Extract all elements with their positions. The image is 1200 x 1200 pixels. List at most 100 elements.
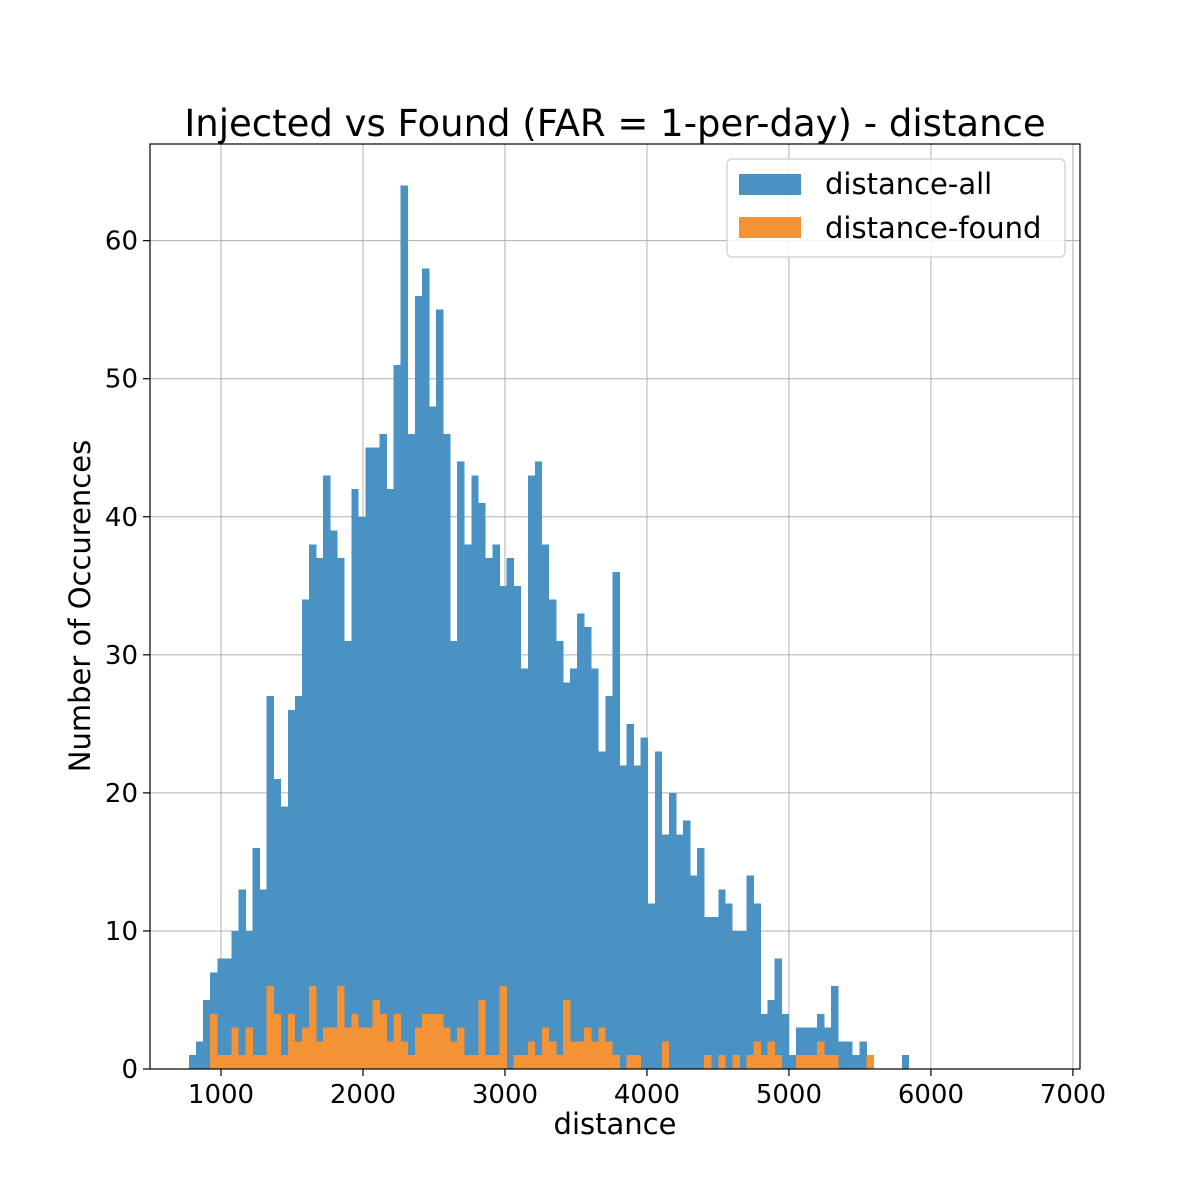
bar-distance-all bbox=[238, 889, 246, 1069]
bar-distance-all bbox=[591, 668, 599, 1069]
bar-distance-found bbox=[485, 1055, 493, 1069]
bar-distance-all bbox=[732, 930, 740, 1069]
bar-distance-found bbox=[238, 1055, 246, 1069]
bar-distance-all bbox=[231, 930, 239, 1069]
bar-distance-all bbox=[534, 461, 543, 1069]
bar-distance-all bbox=[393, 364, 402, 1069]
bar-distance-found bbox=[344, 1027, 352, 1069]
bar-distance-found bbox=[760, 1055, 768, 1069]
bar-distance-all bbox=[365, 447, 373, 1070]
bar-distance-all bbox=[301, 599, 310, 1069]
bar-distance-all bbox=[337, 558, 345, 1069]
bar-distance-all bbox=[598, 751, 606, 1069]
bar-distance-found bbox=[520, 1055, 529, 1069]
bar-distance-all bbox=[711, 917, 719, 1069]
bar-distance-all bbox=[252, 848, 260, 1069]
bar-distance-all bbox=[520, 668, 529, 1069]
bar-distance-all bbox=[802, 1027, 811, 1069]
bar-distance-found bbox=[301, 1027, 310, 1069]
bar-distance-all bbox=[563, 682, 571, 1069]
bar-distance-found bbox=[527, 1041, 536, 1069]
bar-distance-all bbox=[309, 544, 317, 1069]
bar-distance-found bbox=[534, 1055, 543, 1069]
bar-distance-all bbox=[323, 475, 331, 1070]
bar-distance-all bbox=[344, 641, 352, 1069]
bar-distance-found bbox=[478, 999, 486, 1069]
bar-distance-all bbox=[189, 1055, 197, 1069]
bar-distance-found bbox=[252, 1055, 260, 1069]
bar-distance-all bbox=[492, 544, 500, 1069]
bar-distance-all bbox=[774, 958, 783, 1069]
bar-distance-found bbox=[323, 1027, 331, 1069]
y-tick-label: 0 bbox=[121, 1055, 138, 1085]
y-axis-label: Number of Occurences bbox=[63, 440, 97, 772]
bar-distance-all bbox=[555, 641, 564, 1069]
bar-distance-found bbox=[704, 1055, 712, 1069]
bar-distance-found bbox=[577, 1041, 585, 1069]
bar-distance-found bbox=[231, 1027, 239, 1069]
bar-distance-found bbox=[400, 1041, 409, 1069]
bar-distance-all bbox=[725, 903, 733, 1069]
x-axis: 1000 2000 3000 4000 5000 6000 7000 bbox=[188, 1069, 1106, 1110]
bar-distance-all bbox=[485, 558, 493, 1069]
bar-distance-found bbox=[591, 1041, 599, 1069]
series-distance-all bbox=[189, 185, 910, 1070]
bar-distance-all bbox=[831, 986, 839, 1069]
bar-distance-found bbox=[817, 1041, 825, 1069]
x-tick-label: 7000 bbox=[1040, 1080, 1106, 1110]
bar-distance-found bbox=[351, 1013, 359, 1069]
bar-distance-all bbox=[330, 530, 338, 1069]
bar-distance-found bbox=[280, 1055, 289, 1069]
bar-distance-all bbox=[527, 475, 536, 1070]
bar-distance-all bbox=[654, 751, 663, 1069]
bar-distance-found bbox=[499, 986, 507, 1069]
bar-distance-all bbox=[781, 1013, 790, 1069]
bar-distance-found bbox=[443, 1027, 451, 1069]
legend-box bbox=[726, 158, 1066, 258]
bar-distance-found bbox=[217, 1055, 225, 1069]
bar-distance-all bbox=[287, 710, 296, 1069]
bar-distance-all bbox=[414, 295, 423, 1069]
bar-distance-found bbox=[802, 1055, 811, 1069]
bar-distance-found bbox=[866, 1055, 874, 1069]
bar-distance-found bbox=[767, 1041, 776, 1069]
bar-distance-found bbox=[372, 999, 380, 1069]
bar-distance-all bbox=[259, 889, 267, 1069]
bar-distance-all bbox=[457, 461, 465, 1069]
bar-distance-all bbox=[196, 1041, 204, 1069]
bar-distance-all bbox=[612, 571, 620, 1069]
x-tick-label: 4000 bbox=[614, 1080, 680, 1110]
bar-distance-all bbox=[358, 516, 366, 1069]
bar-distance-found bbox=[266, 986, 275, 1069]
bar-distance-found bbox=[421, 1013, 430, 1069]
bar-distance-found bbox=[365, 1027, 373, 1069]
bar-distance-found bbox=[407, 1055, 416, 1069]
bar-distance-found bbox=[598, 1027, 606, 1069]
bar-distance-all bbox=[753, 903, 761, 1069]
bar-distance-all bbox=[845, 1041, 853, 1069]
bar-distance-all bbox=[675, 834, 684, 1069]
bar-distance-all bbox=[788, 1055, 797, 1069]
bar-distance-found bbox=[584, 1027, 592, 1069]
bar-distance-all bbox=[746, 875, 754, 1069]
bar-distance-all bbox=[852, 1055, 860, 1069]
bar-distance-all bbox=[901, 1055, 910, 1069]
bar-distance-found bbox=[428, 1013, 437, 1069]
bar-distance-all bbox=[767, 999, 776, 1069]
y-tick-label: 60 bbox=[105, 227, 138, 257]
bar-distance-found bbox=[457, 1027, 465, 1069]
bar-distance-found bbox=[386, 1041, 394, 1069]
bar-distance-all bbox=[859, 1041, 867, 1069]
bar-distance-all bbox=[760, 1013, 768, 1069]
bar-distance-found bbox=[548, 1041, 557, 1069]
bar-distance-all bbox=[810, 1027, 818, 1069]
bar-distance-all bbox=[464, 544, 472, 1069]
x-tick-label: 6000 bbox=[898, 1080, 964, 1110]
bar-distance-found bbox=[513, 1055, 522, 1069]
bar-distance-all bbox=[647, 903, 656, 1069]
bar-distance-found bbox=[831, 1055, 839, 1069]
bar-distance-found bbox=[718, 1055, 726, 1069]
legend-swatch-distance-all bbox=[739, 174, 801, 195]
bar-distance-found bbox=[450, 1041, 458, 1069]
bar-distance-all bbox=[266, 696, 275, 1069]
